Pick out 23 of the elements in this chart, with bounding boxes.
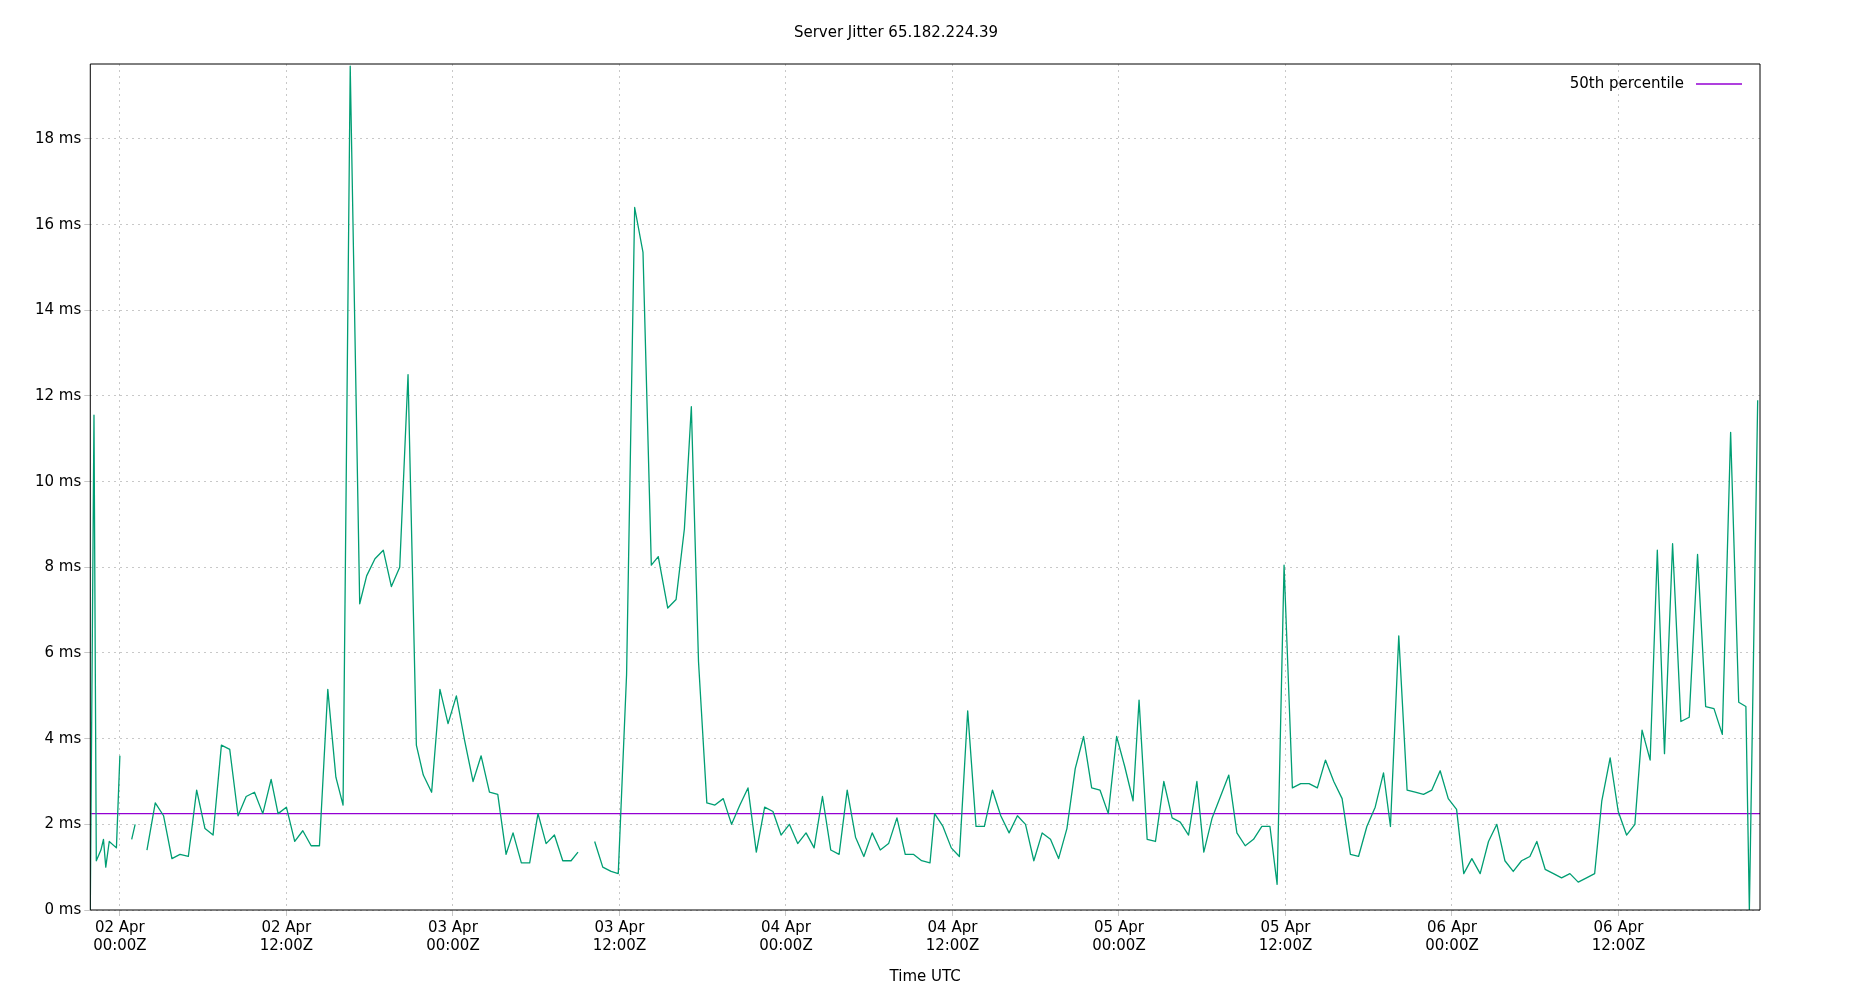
y-tick-label: 10 ms — [34, 471, 82, 490]
y-tick-label: 12 ms — [34, 385, 82, 404]
x-tick-label: 03 Apr 12:00Z — [592, 917, 647, 954]
x-tick-label: 05 Apr 00:00Z — [1092, 917, 1146, 954]
y-tick-label: 2 ms — [44, 814, 82, 833]
y-tick-label: 6 ms — [44, 642, 82, 661]
y-tick-label: 16 ms — [34, 214, 82, 233]
x-tick-label: 04 Apr 00:00Z — [759, 917, 813, 954]
y-tick-label: 18 ms — [34, 128, 82, 147]
x-tick-label: 02 Apr 00:00Z — [93, 917, 147, 954]
x-tick-label: 03 Apr 00:00Z — [426, 917, 480, 954]
x-axis-title: Time UTC — [888, 966, 961, 985]
y-tick-label: 8 ms — [44, 557, 82, 576]
x-tick-label: 06 Apr 00:00Z — [1425, 917, 1479, 954]
legend-label: 50th percentile — [1569, 73, 1684, 92]
y-tick-label: 0 ms — [44, 899, 82, 918]
y-tick-label: 14 ms — [34, 300, 82, 319]
chart-title: Server Jitter 65.182.224.39 — [793, 22, 999, 41]
x-tick-label: 05 Apr 12:00Z — [1258, 917, 1313, 954]
x-tick-label: 02 Apr 12:00Z — [259, 917, 314, 954]
x-tick-label: 06 Apr 12:00Z — [1591, 917, 1646, 954]
x-tick-label: 04 Apr 12:00Z — [925, 917, 980, 954]
y-tick-label: 4 ms — [44, 728, 82, 747]
